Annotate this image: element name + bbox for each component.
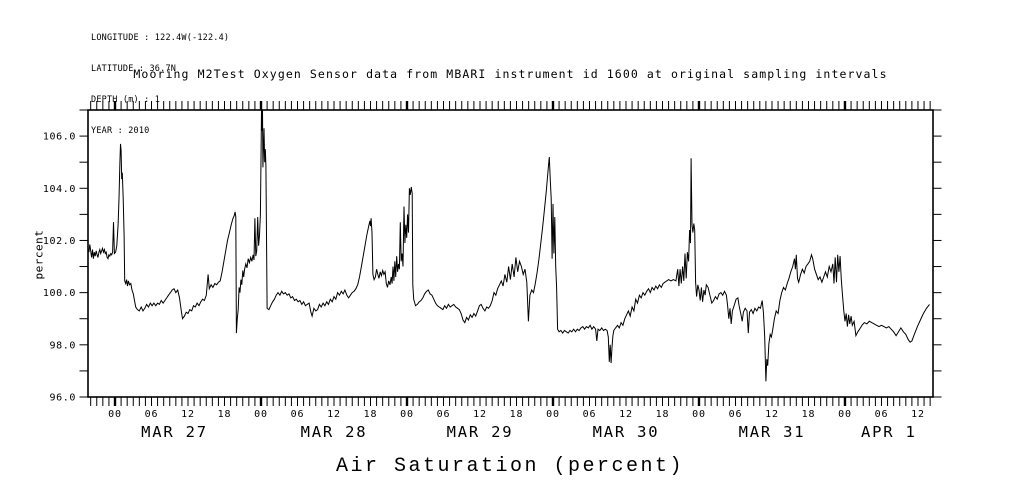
- y-tick-label: 100.0: [43, 288, 76, 299]
- latitude-info: LATITUDE : 36.7N: [91, 64, 177, 75]
- x-hour-label: 12: [181, 409, 195, 420]
- x-hour-label: 06: [875, 409, 889, 420]
- x-hour-label: 12: [327, 409, 341, 420]
- depth-info: DEPTH (m) : 1: [91, 95, 161, 106]
- x-hour-label: 12: [765, 409, 779, 420]
- x-hour-label: 12: [473, 409, 487, 420]
- year-info: YEAR : 2010: [91, 126, 150, 137]
- x-date-label: MAR 29: [447, 423, 514, 441]
- y-tick-label: 96.0: [50, 393, 76, 404]
- x-hour-label: 00: [546, 409, 560, 420]
- x-hour-label: 18: [656, 409, 670, 420]
- x-hour-label: 18: [218, 409, 232, 420]
- chart-title: Mooring M2Test Oxygen Sensor data from M…: [133, 67, 888, 81]
- x-hour-label: 06: [437, 409, 451, 420]
- x-hour-label: 06: [583, 409, 597, 420]
- x-hour-label: 00: [692, 409, 706, 420]
- x-hour-label: 18: [802, 409, 816, 420]
- x-hour-label: 18: [510, 409, 524, 420]
- y-tick-label: 102.0: [43, 236, 76, 247]
- y-tick-label: 106.0: [43, 132, 76, 143]
- station-info-block: LONGITUDE : 122.4W(-122.4) LATITUDE : 36…: [91, 12, 229, 158]
- x-hour-label: 06: [729, 409, 743, 420]
- y-tick-label: 104.0: [43, 184, 76, 195]
- x-hour-label: 00: [254, 409, 268, 420]
- x-hour-label: 00: [108, 409, 122, 420]
- x-date-label: MAR 31: [739, 423, 806, 441]
- data-line: [87, 109, 930, 382]
- x-axis-title: Air Saturation (percent): [335, 455, 685, 478]
- x-date-label: MAR 28: [301, 423, 368, 441]
- y-tick-label: 98.0: [50, 340, 76, 351]
- x-hour-label: 12: [911, 409, 925, 420]
- x-hour-label: 06: [291, 409, 305, 420]
- x-hour-label: 00: [838, 409, 852, 420]
- x-hour-label: 06: [145, 409, 159, 420]
- x-hour-label: 00: [400, 409, 414, 420]
- x-date-label: MAR 30: [593, 423, 660, 441]
- x-date-label: APR 1: [861, 423, 917, 441]
- x-date-label: MAR 27: [141, 423, 208, 441]
- x-hour-label: 12: [619, 409, 633, 420]
- plot-frame: [87, 109, 934, 398]
- x-hour-label: 18: [364, 409, 378, 420]
- longitude-info: LONGITUDE : 122.4W(-122.4): [91, 32, 230, 43]
